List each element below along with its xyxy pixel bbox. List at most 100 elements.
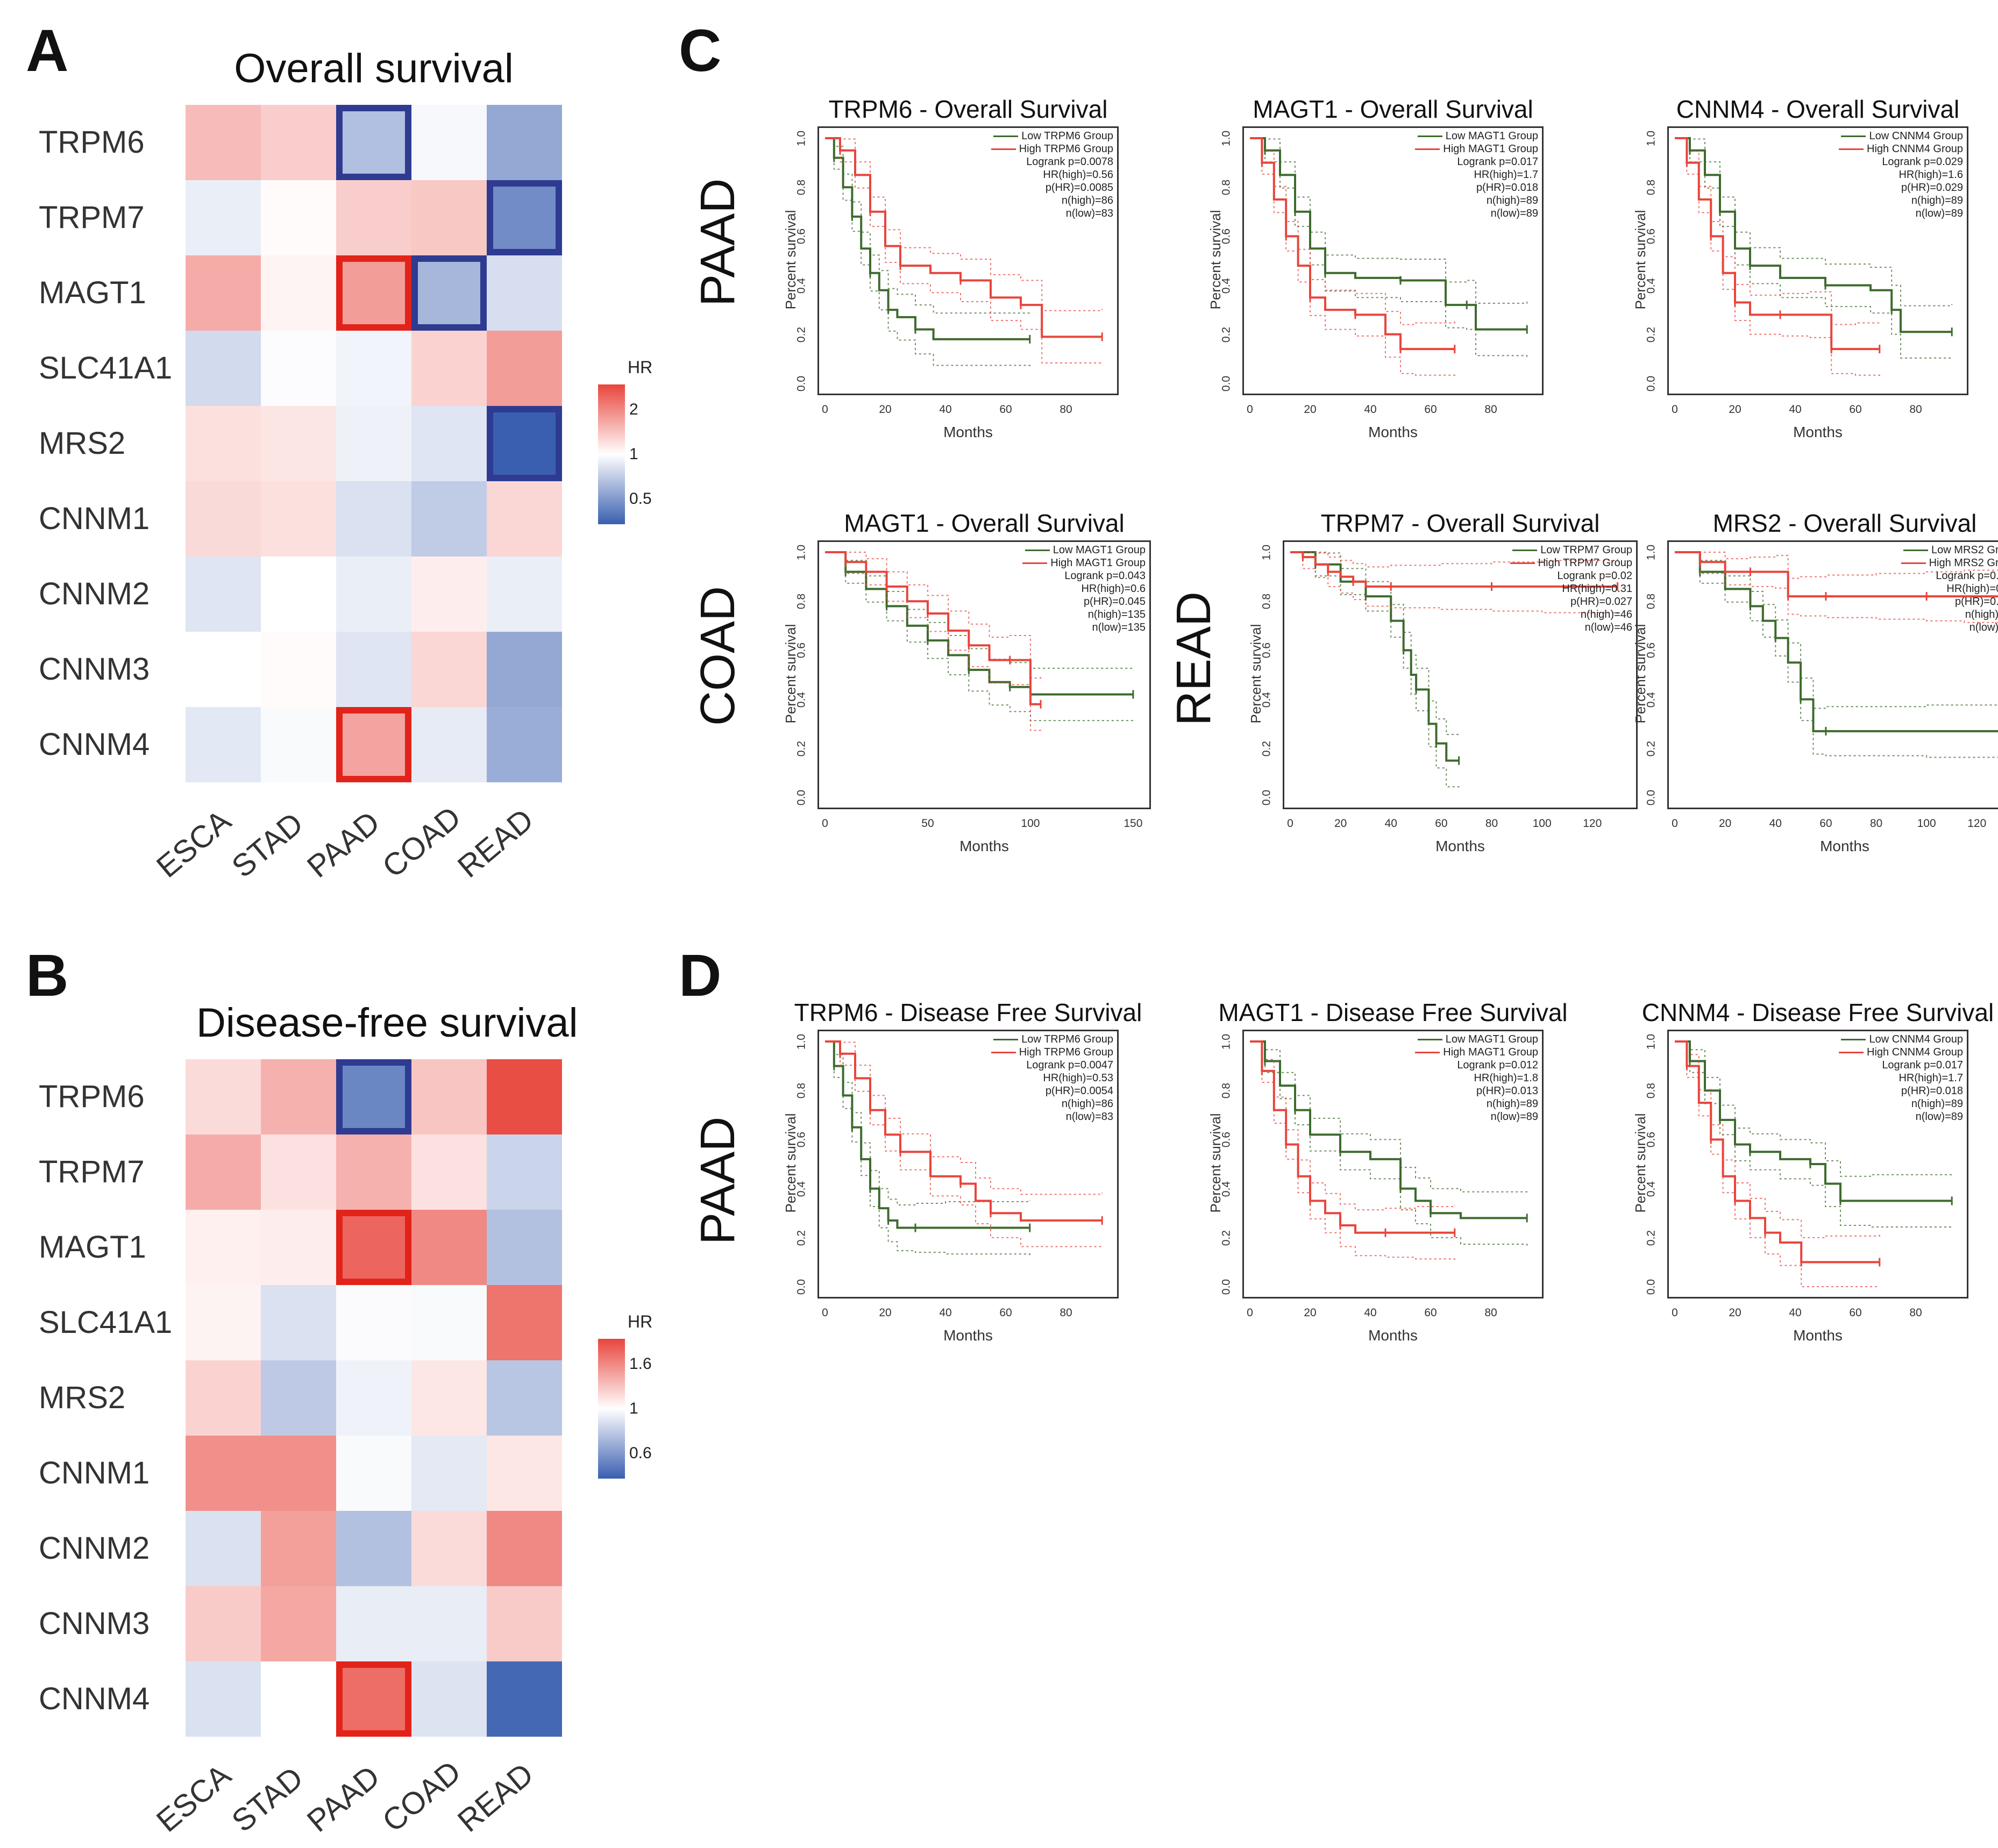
km-confidence-band-high [1675, 552, 1998, 579]
km-legend-entry: Low MAGT1 Group [1382, 1033, 1538, 1046]
km-confidence-band-low [825, 552, 1134, 723]
heatmap-row-label: CNNM3 [39, 652, 150, 687]
km-legend-text: Logrank p=0.0078 [1026, 156, 1113, 168]
km-confidence-band-high [1675, 1041, 1880, 1238]
km-legend-text: n(high)=135 [1087, 609, 1146, 620]
km-legend-entry: Logrank p=0.0078 [957, 155, 1113, 168]
km-legend-text: n(low)=89 [1490, 1111, 1538, 1123]
km-x-axis-label: Months [1435, 838, 1485, 854]
heatmap-cell [186, 1059, 261, 1135]
km-x-tick-label: 120 [1967, 817, 1987, 830]
km-legend-entry: n(low)=83 [957, 1110, 1113, 1123]
km-legend-entry: Low TRPM6 Group [957, 130, 1113, 142]
heatmap-cell [411, 255, 487, 331]
km-legend-text: Logrank p=0.029 [1882, 156, 1963, 168]
heatmap-highlight-box [336, 1059, 411, 1135]
km-x-tick-label: 40 [1364, 403, 1377, 416]
km-legend-text: HR(high)=0.31 [1562, 583, 1632, 595]
km-legend-entry: n(high)=86 [957, 1097, 1113, 1110]
km-legend-text: Logrank p=0.017 [1457, 156, 1538, 168]
km-x-tick-label: 20 [1718, 817, 1732, 830]
heatmap-highlight-box [336, 1210, 411, 1285]
km-legend-entry: n(low)=83 [957, 207, 1113, 220]
km-curve-high [1675, 551, 1998, 598]
km-legend-entry: p(HR)=0.027 [1476, 595, 1632, 608]
km-legend-text: Low MAGT1 Group [1053, 544, 1146, 556]
km-title: TRPM7 - Overall Survival [1320, 509, 1600, 537]
heatmap-cell [487, 105, 562, 180]
km-x-tick-label: 100 [1021, 817, 1040, 830]
heatmap-column-label: READ [451, 802, 541, 884]
heatmap-row-label: TRPM6 [39, 125, 145, 160]
km-plot-frame [1667, 126, 1968, 395]
heatmap-cell [411, 1135, 487, 1210]
km-legend-text: Logrank p=0.02 [1557, 570, 1632, 582]
km-x-tick-label: 60 [999, 1307, 1012, 1319]
km-curve-low [1675, 137, 1952, 333]
km-legend-entry: n(low)=46 [1476, 621, 1632, 634]
km-legend-entry: High CNNM4 Group [1807, 1046, 1963, 1059]
heatmap-cell [336, 331, 411, 406]
km-legend-text: n(low)=89 [1490, 208, 1538, 219]
km-legend-entry: Low TRPM6 Group [957, 1033, 1113, 1046]
heatmap-cell [261, 556, 336, 632]
heatmap-legend-tick: 2 [629, 400, 638, 418]
km-x-tick-label: 20 [1729, 1307, 1741, 1319]
heatmap-cell [487, 406, 562, 481]
km-legend-entry: Logrank p=0.012 [1382, 1059, 1538, 1072]
heatmap-highlight-box [411, 255, 487, 331]
km-legend-swatch [991, 148, 1016, 151]
km-curves [1290, 551, 1619, 789]
km-curve-high [1250, 1040, 1455, 1234]
km-legend: Low CNNM4 Group High CNNM4 Group Logrank p… [1807, 1033, 1963, 1123]
heatmap-cell [336, 1210, 411, 1285]
km-curves [825, 1040, 1103, 1256]
heatmap-cell [411, 406, 487, 481]
km-legend-text: n(high)=46 [1580, 609, 1632, 620]
km-x-tick-label: 40 [1789, 1307, 1802, 1319]
heatmap-cell [487, 632, 562, 707]
km-legend-text: HR(high)=0.6 [1081, 583, 1146, 595]
km-legend-entry: p(HR)=0.023 [1861, 595, 1998, 608]
km-legend-entry: n(high)=46 [1476, 608, 1632, 621]
km-legend-entry: Logrank p=0.017 [1807, 1059, 1963, 1072]
heatmap-legend-tick: 0.5 [629, 490, 652, 508]
km-plot-frame [817, 1030, 1119, 1298]
km-confidence-band-high [1675, 552, 1998, 623]
panel-label-c: C [679, 18, 722, 84]
heatmap-cell [487, 1135, 562, 1210]
km-legend-swatch [1512, 550, 1538, 552]
heatmap-cell [336, 255, 411, 331]
km-legend-text: p(HR)=0.027 [1570, 596, 1632, 608]
km-legend-text: HR(high)=1.8 [1474, 1072, 1538, 1084]
km-legend: Low TRPM6 Group High TRPM6 Group Logrank p… [957, 1033, 1113, 1123]
km-legend-text: n(low)=83 [1065, 208, 1113, 219]
km-legend-swatch [1901, 562, 1926, 565]
km-legend-text: Low CNNM4 Group [1869, 1033, 1963, 1045]
km-legend-text: High MAGT1 Group [1050, 557, 1146, 569]
heatmap-cell [411, 1436, 487, 1511]
km-legend-text: n(low)=46 [1584, 622, 1632, 633]
km-plot-c1: TRPM6 - Overall Survival Percent survival… [774, 97, 1129, 473]
km-legend-swatch [993, 135, 1019, 138]
heatmap-row-label: TRPM7 [39, 200, 145, 235]
km-legend-swatch [1025, 550, 1050, 552]
km-x-axis-label: Months [1368, 1327, 1418, 1344]
km-legend-entry: Logrank p=0.02 [1476, 569, 1632, 582]
km-legend-text: High MRS2 Group [1929, 557, 1998, 569]
km-plot-c4: MAGT1 - Overall Survival Percent survival… [774, 511, 1162, 887]
heatmap-cell [336, 1586, 411, 1661]
km-legend-entry: Logrank p=0.0047 [957, 1059, 1113, 1072]
km-legend-entry: n(high)=89 [1382, 194, 1538, 207]
km-legend-text: Low MAGT1 Group [1445, 130, 1538, 142]
heatmap-cell [336, 1059, 411, 1135]
km-plot-frame [1283, 540, 1638, 809]
heatmap-highlight-box [487, 406, 562, 481]
km-legend-text: n(low)=89 [1915, 208, 1963, 219]
km-legend-swatch [1417, 1039, 1442, 1041]
km-plot-frame [1242, 126, 1544, 395]
heatmap-cell [487, 556, 562, 632]
km-x-axis-label: Months [1793, 1327, 1843, 1344]
heatmap-cell [261, 707, 336, 782]
